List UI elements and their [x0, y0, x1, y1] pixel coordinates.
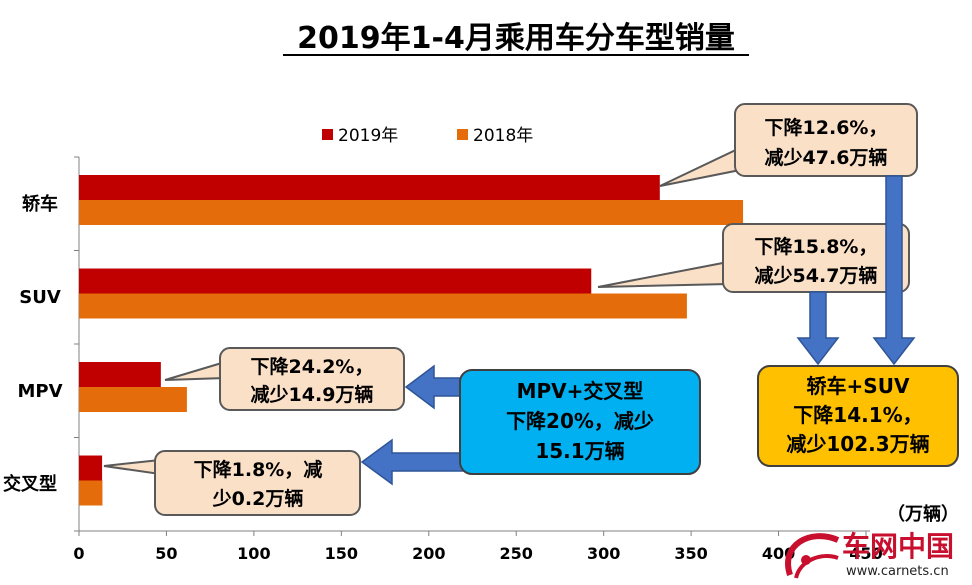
x-axis-ticks: 0 50 100 150 200 250 300 350 400 450: [73, 531, 883, 563]
watermark-logo: [785, 533, 840, 579]
callout-crossover-box: [154, 450, 361, 516]
callout-mpv-pointer: [164, 360, 226, 381]
callout-suv-pointer: [597, 260, 729, 288]
callout-sedan-pointer: [659, 146, 741, 187]
bar-2019年-轿车: [79, 175, 660, 200]
watermark-url: www.carnets.cn: [846, 564, 949, 579]
bar-2018年-SUV: [79, 293, 687, 319]
arrow-to-crossover: [360, 438, 471, 486]
callout-sedan-box: [734, 103, 918, 177]
x-tick-label: 350: [674, 544, 707, 563]
callout-mpv-box: [219, 347, 405, 411]
callout-suv: 下降15.8%， 减少54.7万辆: [597, 223, 910, 293]
callout-sedan-line1: 下降12.6%，: [765, 116, 888, 139]
bar-2018年-交叉型: [79, 480, 103, 506]
bar-2019年-MPV: [79, 362, 161, 387]
callout-crossover-pointer: [103, 458, 161, 476]
x-tick-label: 100: [237, 544, 270, 563]
arrow-suv-down: [796, 291, 840, 366]
callout-crossover-line2: 少0.2万辆: [212, 487, 304, 510]
arrows: [360, 175, 916, 486]
category-label-mpv: MPV: [17, 381, 62, 402]
arrow-to-mpv: [404, 364, 467, 410]
summary-sedan-suv-box: [757, 365, 959, 467]
summary-sedan-suv-line3: 减少102.3万辆: [786, 432, 929, 456]
summary-mpv-crossover-box: [459, 369, 701, 475]
callout-mpv-line1: 下降24.2%，: [251, 355, 374, 378]
x-tick-label: 200: [412, 544, 445, 563]
summary-sedan-suv-line1: 轿车+SUV: [807, 374, 910, 398]
bar-2018年-MPV: [79, 387, 187, 412]
category-label-suv: SUV: [19, 287, 61, 308]
legend-label-2018: 2018年: [473, 126, 533, 146]
summary-mpv-crossover-line3: 15.1万辆: [535, 439, 624, 463]
callout-mpv: 下降24.2%， 减少14.9万辆: [164, 347, 405, 411]
legend-swatch-2018: [457, 129, 468, 140]
legend-label-2019: 2019年: [338, 126, 398, 146]
callout-suv-line2: 减少54.7万辆: [755, 264, 878, 287]
bar-2019年-SUV: [79, 268, 592, 294]
callout-crossover: 下降1.8%，减 少0.2万辆: [103, 450, 361, 516]
callout-mpv-line2: 减少14.9万辆: [251, 383, 374, 406]
y-axis-ticks: [74, 156, 79, 532]
summary-mpv-crossover-line2: 下降20%，减少: [506, 409, 654, 433]
x-tick-label: 150: [325, 544, 358, 563]
x-tick-label: 250: [500, 544, 533, 563]
arrow-sedan-down: [872, 175, 916, 366]
callout-suv-line1: 下降15.8%，: [755, 235, 878, 258]
bars-group: [79, 175, 744, 506]
summary-mpv-crossover: MPV+交叉型 下降20%，减少 15.1万辆: [459, 369, 701, 475]
x-tick-label: 300: [587, 544, 620, 563]
legend: 2019年 2018年: [322, 126, 533, 146]
callout-sedan: 下降12.6%， 减少47.6万辆: [659, 103, 918, 187]
watermark-brand: 车网中国: [842, 530, 954, 563]
x-tick-label: 0: [73, 544, 84, 563]
category-label-crossover: 交叉型: [3, 473, 57, 495]
x-tick-label: 450: [849, 544, 882, 563]
bar-2019年-交叉型: [79, 455, 103, 481]
watermark: 车网中国 www.carnets.cn: [785, 530, 954, 579]
chart-title: 2019年1-4月乘用车分车型销量: [297, 21, 735, 56]
x-tick-label: 50: [155, 544, 177, 563]
legend-swatch-2019: [322, 129, 333, 140]
callout-sedan-line2: 减少47.6万辆: [765, 146, 888, 169]
callout-crossover-line1: 下降1.8%，减: [194, 458, 323, 481]
summary-sedan-suv-line2: 下降14.1%，: [793, 403, 922, 427]
summary-sedan-suv: 轿车+SUV 下降14.1%， 减少102.3万辆: [757, 365, 959, 467]
unit-label: （万辆）: [887, 503, 959, 525]
category-label-sedan: 轿车: [22, 193, 58, 215]
bar-2018年-轿车: [79, 200, 744, 225]
summary-mpv-crossover-line1: MPV+交叉型: [517, 379, 644, 403]
